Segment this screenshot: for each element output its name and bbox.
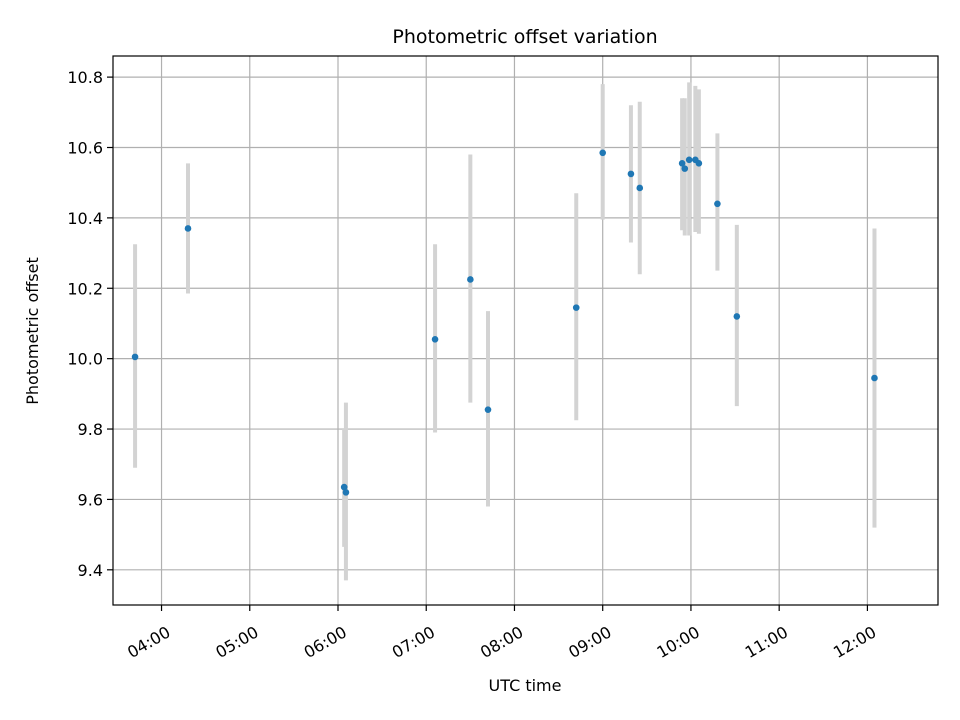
data-point [484,406,492,413]
data-point [636,184,644,192]
data-point [467,276,474,283]
x-axis-label: UTC time [489,676,562,695]
y-tick-label: 10.6 [67,139,103,158]
y-axis: 9.4 9.6 9.8 10.0 10.2 10.4 10.6 10.8 [67,68,113,580]
grid [113,56,938,605]
data-point [184,225,192,232]
data-point [685,156,693,164]
data-point [599,149,607,157]
data-point [681,165,689,172]
data-point [695,160,703,167]
data-point [714,200,721,208]
data-point [572,304,580,311]
y-tick-label: 9.6 [78,490,103,509]
data-point [871,374,878,382]
y-axis-label: Photometric offset [23,257,42,405]
y-tick-label: 10.0 [67,350,103,369]
y-tick-label: 9.8 [78,420,103,439]
y-tick-label: 10.2 [67,279,103,298]
chart-title: Photometric offset variation [392,26,657,48]
data-points [131,149,878,496]
data-point [342,489,350,496]
data-point [131,353,139,361]
y-tick-label: 9.4 [78,561,103,580]
y-tick-label: 10.4 [67,209,103,228]
plot-frame [112,55,939,606]
data-point [678,160,686,167]
data-point [431,335,439,343]
data-point [340,483,348,491]
y-tick-label: 10.8 [67,68,103,87]
data-point [627,170,635,178]
data-point [733,313,741,320]
